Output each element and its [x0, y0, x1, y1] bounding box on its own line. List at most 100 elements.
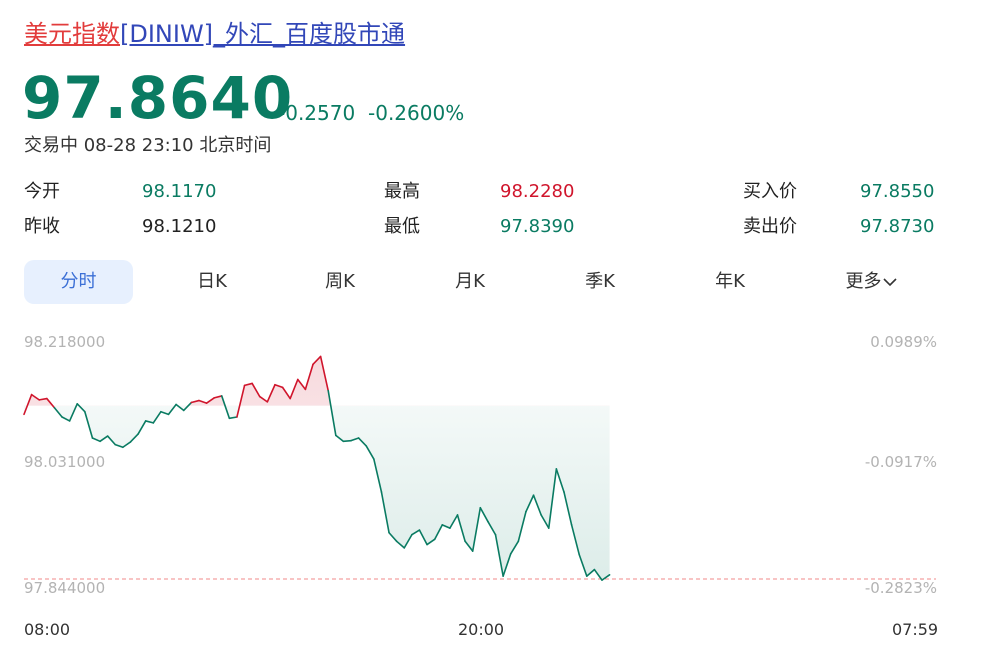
price-line-segment [160, 410, 170, 416]
price-area-above [24, 356, 610, 406]
price-line-segment [213, 395, 223, 399]
price-line-segment [61, 416, 71, 422]
price-line-segment [517, 510, 527, 543]
price-line-segment [182, 401, 193, 412]
price-line-segment [585, 568, 596, 577]
title-index-code[interactable]: [DINIW]_外汇_百度股市通 [120, 20, 406, 48]
price-line-segment [281, 386, 291, 400]
price-line-segment [236, 384, 246, 418]
price-line-segment [46, 397, 56, 409]
price-line-segment [304, 363, 314, 391]
price-line-segment [471, 506, 482, 552]
price-line-segment [532, 494, 542, 516]
price-line-segment [418, 529, 428, 546]
price-line-segment [502, 552, 512, 577]
price-line-segment [198, 399, 208, 404]
high-label: 最高 [384, 181, 420, 202]
price-line-segment [456, 514, 466, 543]
price-line-segment [30, 393, 41, 401]
tab-intraday[interactable]: 分时 [24, 260, 133, 304]
price-line-segment [205, 397, 215, 404]
price-line-segment [129, 433, 139, 443]
price-line-segment [122, 441, 132, 449]
tab-daily-k[interactable]: 日K [197, 271, 227, 292]
price-line-segment [540, 514, 550, 529]
price-line-segment [525, 494, 535, 513]
price-line-segment [350, 437, 360, 442]
price-line-segment [258, 395, 269, 403]
tab-more-label: 更多 [845, 271, 882, 292]
tab-monthly-k[interactable]: 月K [455, 271, 485, 292]
price-line-segment [426, 538, 436, 546]
price-line-segment [342, 439, 352, 443]
price-line-segment [76, 403, 86, 413]
price-line-segment [555, 468, 565, 493]
page-title[interactable]: 美元指数[DINIW]_外汇_百度股市通 [24, 18, 405, 50]
price-line-segment [388, 531, 398, 543]
tab-quarterly-k[interactable]: 季K [585, 271, 615, 292]
current-price: 97.8640 [22, 64, 294, 132]
chevron-down-icon [882, 278, 897, 287]
price-line-segment [228, 416, 238, 420]
price-line-segment [251, 382, 261, 398]
price-line-segment [578, 553, 588, 577]
price-line-segment [509, 540, 520, 555]
price-line-segment [479, 506, 489, 523]
price-line-segment [53, 406, 63, 418]
price-line-segment [601, 574, 611, 581]
price-line-segment [23, 393, 33, 416]
x-tick-start: 08:00 [24, 620, 71, 639]
price-line-segment [547, 468, 558, 529]
price-line-segment [411, 529, 421, 536]
price-line-segment [91, 437, 101, 443]
price-line-segment [433, 524, 444, 541]
price-line-segment [266, 383, 276, 403]
price-line-segment [137, 420, 147, 435]
price-line-segment [144, 420, 155, 424]
ask-label: 卖出价 [743, 216, 797, 237]
price-line-segment [274, 383, 284, 389]
x-tick-end: 07:59 [892, 620, 939, 639]
price-line-segment [593, 568, 603, 581]
price-line-segment [494, 533, 504, 577]
tab-yearly-k[interactable]: 年K [715, 271, 745, 292]
bid-label: 买入价 [743, 181, 797, 202]
price-line-segment [167, 403, 177, 416]
price-line-segment [449, 514, 459, 529]
price-line-segment [84, 410, 94, 439]
y-right-tick-high: 0.0989% [870, 333, 937, 351]
price-line-segment [99, 435, 109, 443]
price-line-segment [319, 355, 330, 392]
price-line-segment [441, 524, 451, 529]
price-line-segment [373, 458, 383, 493]
tab-more[interactable]: 更多 [836, 260, 906, 304]
prev-close-value: 98.1210 [142, 216, 217, 237]
price-line-segment [190, 399, 200, 404]
high-value: 98.2280 [500, 181, 575, 202]
prev-close-label: 昨收 [24, 216, 60, 237]
y-left-tick-mid: 98.031000 [24, 453, 106, 471]
period-tabs: 分时 日K 周K 月K 季K 年K 更多 [24, 260, 939, 304]
price-area-below [24, 405, 610, 581]
x-tick-mid: 20:00 [458, 620, 505, 639]
tab-weekly-k[interactable]: 周K [325, 271, 355, 292]
y-left-tick-low: 97.844000 [24, 579, 106, 597]
low-value: 97.8390 [500, 216, 575, 237]
price-line-segment [357, 437, 368, 447]
bid-value: 97.8550 [860, 181, 935, 202]
price-line-segment [380, 491, 390, 534]
price-line-segment [68, 403, 79, 422]
price-line-segment [152, 410, 162, 424]
open-value: 98.1170 [142, 181, 217, 202]
price-line-segment [38, 397, 48, 401]
y-right-tick-mid: -0.0917% [864, 453, 937, 471]
open-label: 今开 [24, 181, 60, 202]
price-change: -0.2570 [278, 101, 356, 125]
y-left-tick-high: 98.218000 [24, 333, 106, 351]
title-index-name[interactable]: 美元指数 [24, 20, 120, 48]
trading-status: 交易中 08-28 23:10 北京时间 [24, 135, 272, 156]
low-label: 最低 [384, 216, 420, 237]
price-line-segment [220, 395, 231, 420]
price-line-segment [114, 443, 124, 449]
